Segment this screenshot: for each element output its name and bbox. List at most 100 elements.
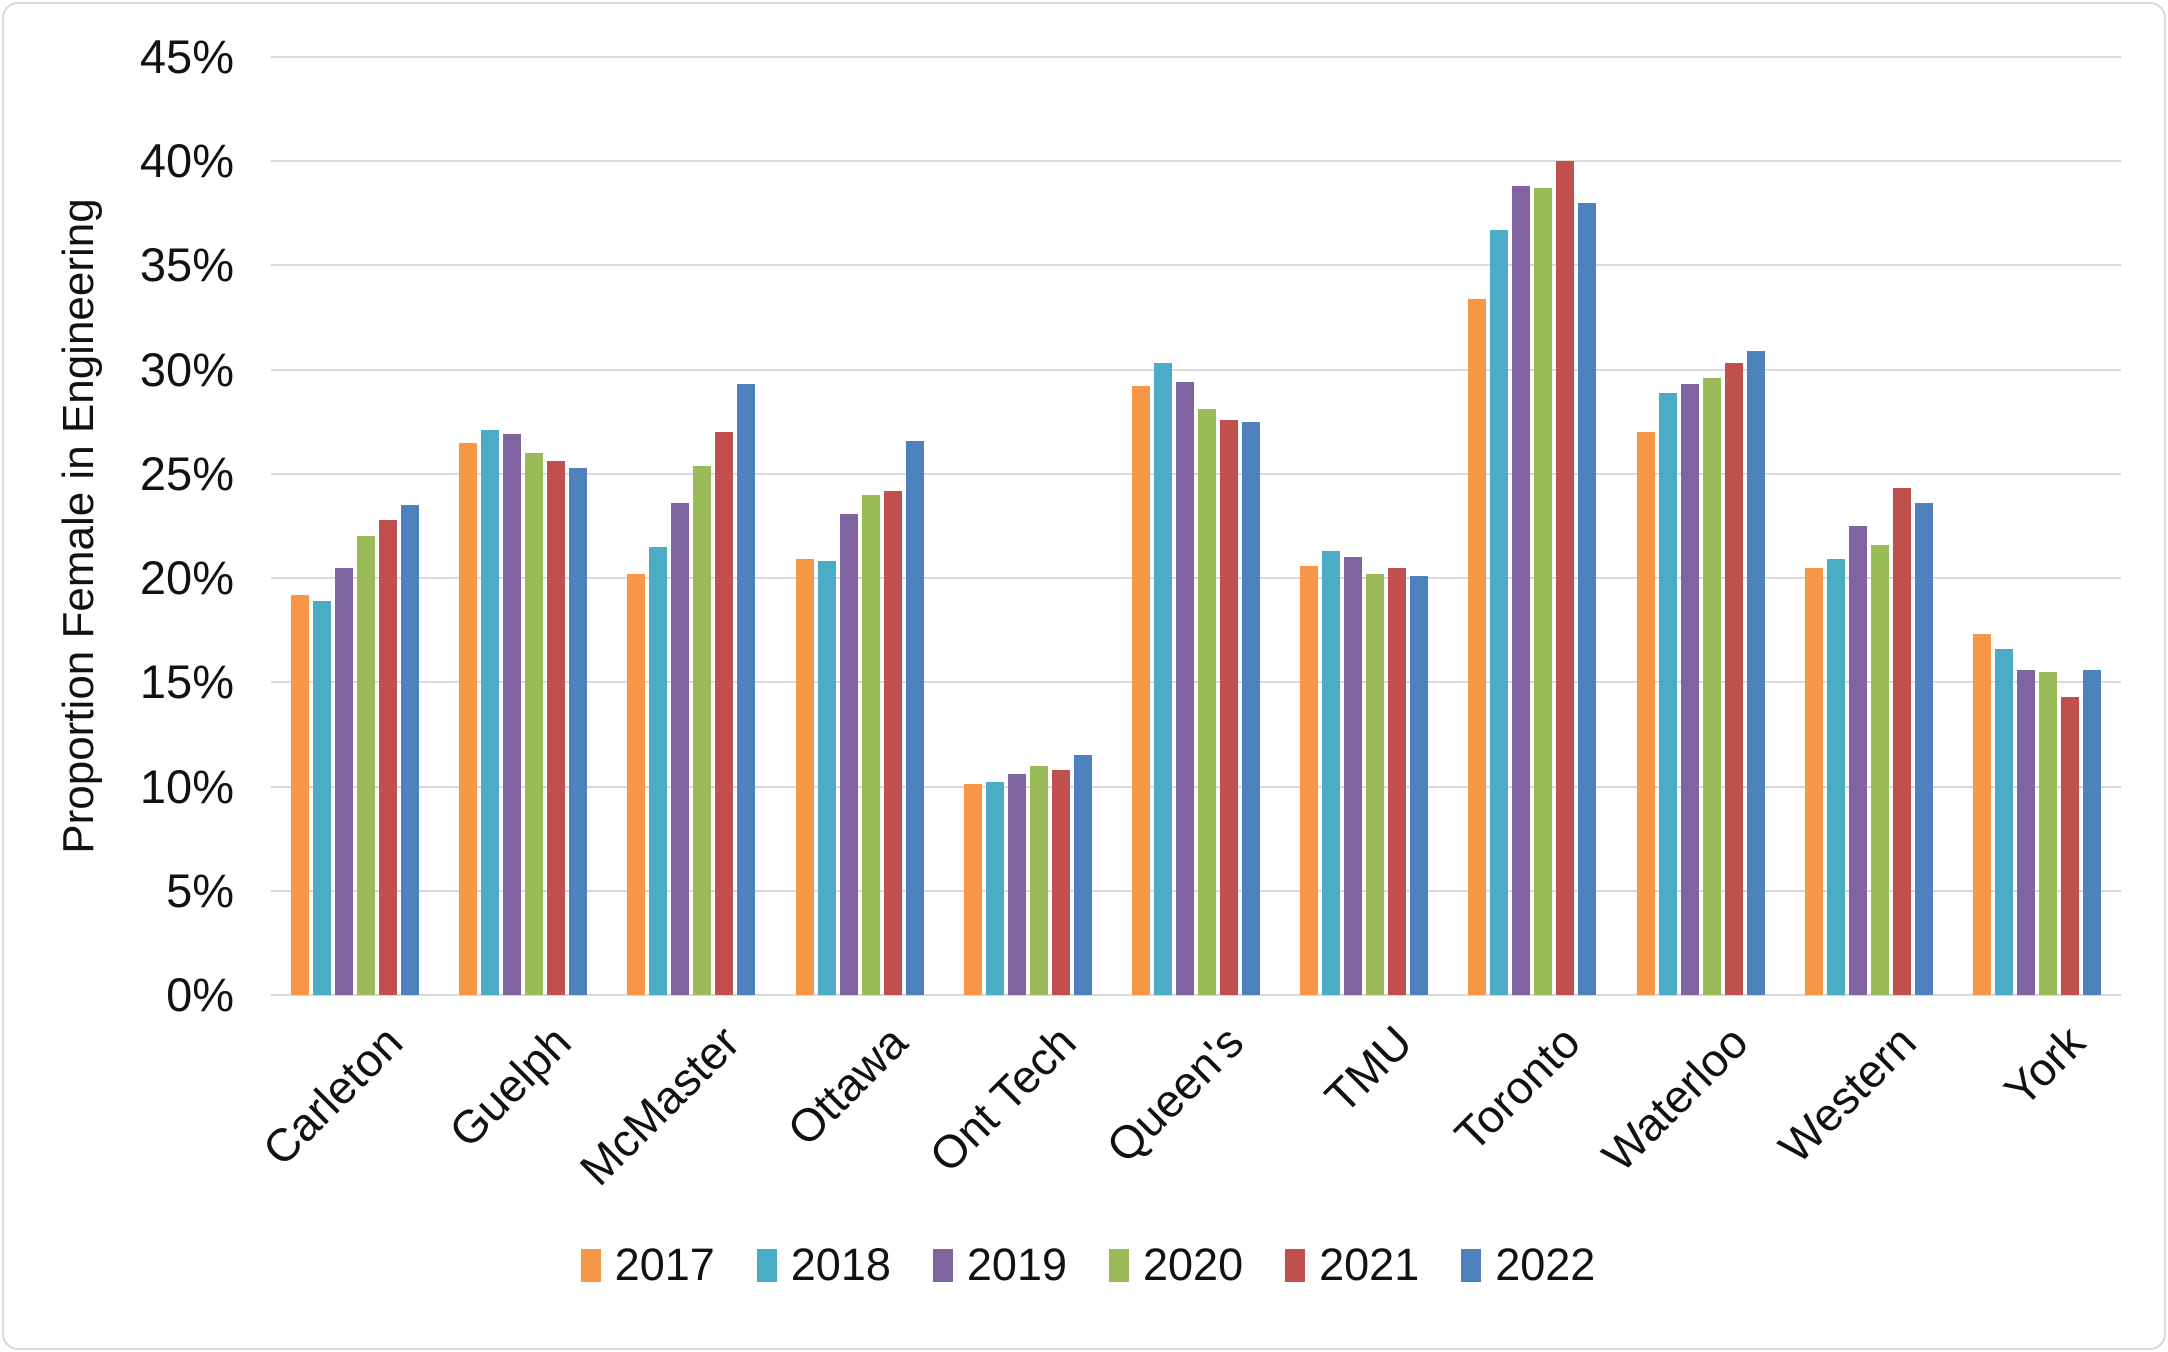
- legend-swatch-2017: [580, 1248, 601, 1282]
- y-tick-label-35: 35%: [139, 238, 234, 292]
- gridline-20: [271, 577, 2121, 580]
- x-label-queen-s: Queen's: [1096, 1015, 1254, 1173]
- bar-group-queen-s: [1112, 57, 1280, 995]
- bar-2022-western: [1914, 503, 1933, 995]
- y-tick-label-15: 15%: [139, 655, 234, 709]
- bar-2019-queen-s: [1176, 382, 1195, 995]
- legend-swatch-2021: [1285, 1248, 1306, 1282]
- bar-2018-ottawa: [817, 561, 836, 995]
- legend-label-2019: 2019: [966, 1239, 1067, 1290]
- bar-group-carleton: [271, 57, 439, 995]
- y-tick-label-0: 0%: [166, 968, 234, 1021]
- gridline-15: [271, 681, 2121, 684]
- x-label-mcmaster: McMaster: [569, 1015, 749, 1196]
- legend-item-2017: 2017: [580, 1239, 715, 1290]
- bar-2018-western: [1826, 559, 1845, 995]
- bar-2021-guelph: [547, 461, 566, 995]
- bar-2017-tmu: [1300, 565, 1319, 995]
- legend-swatch-2019: [932, 1248, 953, 1282]
- bar-2020-ottawa: [861, 494, 880, 995]
- x-label-york: York: [1993, 1015, 2095, 1117]
- bar-2019-york: [2016, 669, 2035, 995]
- bar-2022-ont-tech: [1073, 755, 1092, 995]
- bar-2020-queen-s: [1198, 409, 1217, 995]
- legend-swatch-2022: [1461, 1248, 1482, 1282]
- bar-2022-queen-s: [1242, 421, 1261, 995]
- bar-group-mcmaster: [607, 57, 775, 995]
- bar-group-ont-tech: [944, 57, 1112, 995]
- bar-2017-waterloo: [1636, 432, 1655, 995]
- bar-2018-mcmaster: [649, 546, 668, 995]
- gridline-30: [271, 368, 2121, 371]
- bar-2021-ont-tech: [1051, 769, 1070, 995]
- bar-2019-carleton: [335, 567, 354, 995]
- legend-label-2021: 2021: [1319, 1239, 1420, 1290]
- y-tick-label-30: 30%: [139, 342, 234, 396]
- gridline-40: [271, 160, 2121, 163]
- bar-2019-mcmaster: [671, 503, 690, 995]
- bar-2019-tmu: [1344, 557, 1363, 995]
- bar-2021-waterloo: [1724, 363, 1743, 995]
- bar-2020-mcmaster: [693, 465, 712, 995]
- bar-2020-carleton: [357, 536, 376, 995]
- bar-2017-guelph: [459, 442, 478, 995]
- x-label-toronto: Toronto: [1444, 1015, 1590, 1161]
- y-tick-label-25: 25%: [139, 446, 234, 500]
- bar-2022-waterloo: [1746, 350, 1765, 995]
- x-axis-category-labels: Carleton Guelph McMaster Ottawa Ont Tech Quee…: [253, 995, 2121, 1225]
- bar-2022-tmu: [1410, 576, 1429, 995]
- bar-2022-guelph: [569, 467, 588, 995]
- bar-2021-toronto: [1556, 161, 1575, 995]
- x-label-ottawa: Ottawa: [777, 1015, 917, 1156]
- bar-2017-western: [1804, 567, 1823, 995]
- plot-area: [271, 56, 2121, 996]
- bar-2022-mcmaster: [737, 384, 756, 995]
- bar-group-guelph: [439, 57, 607, 995]
- bar-2021-western: [1892, 488, 1911, 995]
- y-tick-label-40: 40%: [139, 134, 234, 188]
- bar-2019-guelph: [503, 434, 522, 995]
- y-tick-label-5: 5%: [166, 863, 234, 917]
- y-axis-tick-labels: 0% 5% 10% 15% 20% 25% 30% 35% 40% 45%: [4, 33, 234, 1018]
- gridline-5: [271, 889, 2121, 892]
- legend-label-2022: 2022: [1495, 1239, 1596, 1290]
- bar-2019-ottawa: [839, 513, 858, 995]
- y-tick-label-10: 10%: [139, 759, 234, 813]
- bar-groups: [271, 57, 2121, 995]
- gridline-45: [271, 56, 2121, 58]
- bar-group-toronto: [1448, 57, 1616, 995]
- bar-2020-western: [1870, 544, 1889, 995]
- legend-item-2021: 2021: [1285, 1240, 1419, 1290]
- gridline-0: [271, 994, 2121, 996]
- bar-2021-york: [2060, 696, 2079, 995]
- legend-label-2017: 2017: [614, 1239, 715, 1290]
- bar-2017-queen-s: [1132, 386, 1151, 995]
- bar-2021-carleton: [379, 519, 398, 995]
- bar-group-york: [1953, 57, 2121, 995]
- bar-2021-queen-s: [1220, 419, 1239, 995]
- bar-2020-guelph: [525, 453, 544, 995]
- bar-2017-ont-tech: [963, 784, 982, 995]
- bar-2019-toronto: [1512, 186, 1531, 995]
- bar-2021-ottawa: [883, 490, 902, 995]
- y-tick-label-45: 45%: [139, 30, 234, 83]
- bar-2020-toronto: [1534, 188, 1553, 995]
- x-label-ont-tech: Ont Tech: [918, 1015, 1086, 1182]
- x-label-waterloo: Waterloo: [1592, 1015, 1758, 1182]
- legend: 2017 2018 2019 2020 2021 2022: [4, 1230, 2168, 1300]
- gridline-10: [271, 785, 2121, 788]
- legend-swatch-2020: [1109, 1248, 1129, 1282]
- bar-2022-toronto: [1578, 202, 1597, 995]
- legend-item-2018: 2018: [756, 1240, 891, 1290]
- bar-2022-carleton: [401, 505, 420, 995]
- bar-2021-mcmaster: [715, 432, 734, 995]
- gridline-25: [271, 472, 2121, 475]
- bar-2021-tmu: [1388, 567, 1407, 995]
- x-label-carleton: Carleton: [252, 1015, 413, 1176]
- bar-2019-waterloo: [1680, 384, 1699, 995]
- bar-2017-carleton: [291, 594, 310, 995]
- bar-2018-waterloo: [1658, 392, 1677, 995]
- bar-2018-york: [1994, 648, 2013, 995]
- bar-2022-york: [2082, 669, 2101, 995]
